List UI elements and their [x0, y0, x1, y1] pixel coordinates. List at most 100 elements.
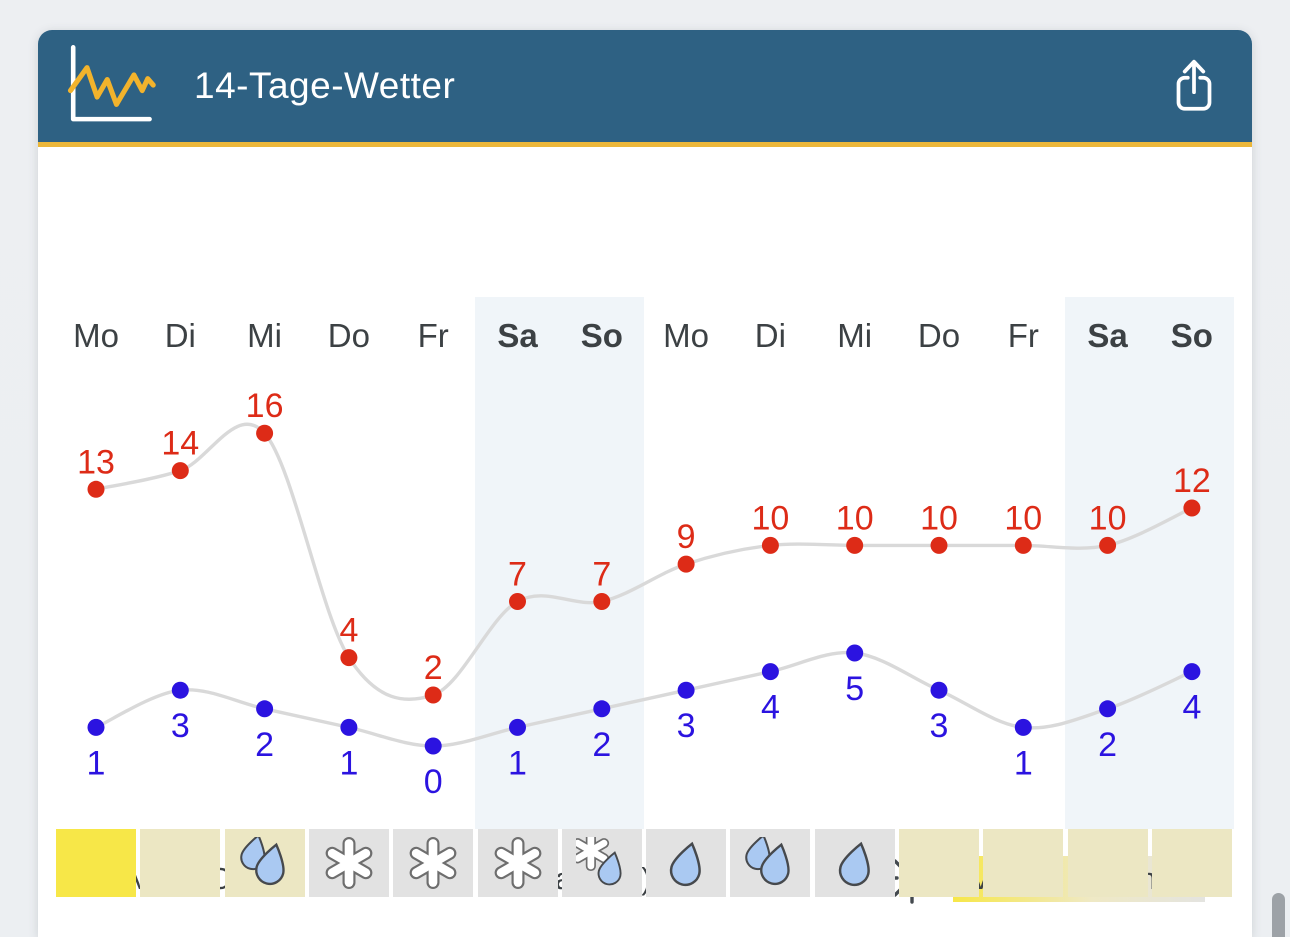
weekend-band [475, 297, 644, 829]
max-temp-label: 10 [1089, 499, 1127, 537]
min-temp-point [1099, 700, 1117, 718]
sun-precip-cell [646, 829, 727, 897]
day-label: So [1170, 317, 1213, 354]
max-temp-label: 10 [751, 499, 789, 537]
min-temp-point [256, 700, 274, 718]
precip-rain-light-icon [838, 841, 870, 887]
max-temp-point [761, 536, 779, 554]
max-temp-curve [95, 422, 1193, 701]
min-temp-point [509, 718, 526, 736]
sun-precip-cell [477, 829, 558, 897]
max-temp-label: 2 [424, 649, 443, 687]
precip-snow-icon [494, 837, 541, 889]
max-temp-label: 12 [1173, 462, 1211, 500]
day-label: Do [327, 317, 370, 354]
sun-precip-cell [1151, 829, 1232, 897]
accent-divider [38, 142, 1252, 147]
min-temp-point [677, 681, 695, 699]
sun-precip-cell [56, 829, 136, 897]
min-temp-label: 2 [592, 726, 611, 764]
max-temp-point [171, 462, 189, 480]
max-temp-point [424, 686, 442, 704]
day-label: Di [754, 317, 786, 354]
day-label: Mo [663, 317, 710, 354]
min-temp-label: 3 [171, 707, 190, 745]
max-temp-point [340, 649, 358, 667]
min-temp-label: 0 [424, 763, 443, 801]
max-temp-label: 10 [1004, 499, 1042, 537]
sun-precip-cell [140, 829, 221, 897]
day-label: Mo [73, 317, 119, 354]
precip-sleet-icon [575, 837, 622, 886]
sun-precip-cell [730, 829, 811, 897]
max-temp-label: 7 [508, 556, 527, 594]
day-label: Do [917, 317, 961, 354]
min-temp-point [424, 737, 442, 755]
min-temp-point [593, 700, 611, 718]
min-temp-curve [95, 650, 1193, 748]
min-temp-point [340, 718, 358, 736]
max-temp-label: 4 [339, 612, 358, 650]
min-temp-point [87, 718, 105, 736]
sun-precip-cell [983, 829, 1064, 897]
sun-precip-cell [1067, 829, 1148, 897]
day-label: Fr [417, 317, 449, 354]
day-label: Di [164, 317, 196, 354]
min-temp-label: 5 [845, 670, 864, 708]
share-button[interactable] [1162, 54, 1226, 118]
day-label: So [580, 317, 623, 354]
day-label: Mi [837, 317, 873, 354]
precip-snow-icon [409, 837, 457, 889]
max-temp-point [677, 555, 695, 573]
max-temp-point [930, 536, 948, 554]
max-temp-label: 7 [592, 556, 611, 594]
precip-rain-icon [239, 837, 285, 886]
min-temp-label: 1 [1014, 744, 1033, 782]
min-temp-label: 4 [761, 689, 780, 727]
min-temp-point [1183, 663, 1201, 681]
weekend-band [1065, 297, 1235, 829]
min-temp-point [930, 681, 948, 699]
sun-precip-cell [224, 829, 305, 897]
min-temp-point [846, 644, 864, 662]
sun-precip-cell [308, 829, 389, 897]
widget-header: 14-Tage-Wetter [38, 30, 1252, 142]
max-temp-label: 14 [161, 425, 199, 463]
day-label: Sa [1087, 317, 1128, 354]
min-temp-label: 3 [677, 707, 696, 745]
max-temp-label: 10 [836, 499, 874, 537]
sun-precip-cell [561, 829, 642, 897]
page-title: 14-Tage-Wetter [194, 65, 456, 106]
min-temp-label: 3 [930, 707, 949, 745]
precip-rain-icon [745, 837, 791, 886]
min-temp-label: 1 [508, 744, 527, 782]
max-temp-label: 9 [677, 518, 696, 556]
share-icon [1176, 59, 1212, 111]
max-temp-point [87, 480, 105, 498]
min-temp-point [171, 681, 189, 699]
max-temp-point [1183, 499, 1201, 517]
max-temp-point [1099, 536, 1117, 554]
max-temp-point [509, 593, 526, 610]
min-temp-point [761, 663, 779, 681]
min-temp-label: 4 [1182, 689, 1201, 727]
day-label: Sa [497, 317, 538, 354]
forecast-chart: 13 1 14 3 16 2 4 1 2 0 7 1 7 2 9 3 10 4 10 5 10 3 10 1 10 2 12 4 Mo… [38, 147, 1252, 897]
weather-widget-card: 14-Tage-Wetter 13 1 14 3 16 2 4 1 2 0 7 1 7 2 9 3 10 4 10 5… [38, 30, 1252, 937]
precip-rain-light-icon [669, 841, 701, 887]
min-temp-label: 1 [87, 744, 106, 782]
trend-chart-icon [67, 45, 156, 122]
day-label: Fr [1007, 317, 1039, 354]
sun-precip-cell [814, 829, 895, 897]
max-temp-label: 16 [246, 387, 284, 425]
min-temp-point [1014, 718, 1032, 736]
max-temp-label: 10 [920, 499, 958, 537]
min-temp-label: 2 [255, 726, 274, 764]
max-temp-point [256, 424, 274, 442]
page-scrollbar-thumb[interactable] [1272, 893, 1285, 937]
min-temp-label: 2 [1098, 726, 1117, 764]
max-temp-point [1014, 536, 1032, 554]
max-temp-label: 13 [77, 443, 115, 481]
day-label: Mi [247, 317, 282, 354]
max-temp-point [846, 536, 864, 554]
